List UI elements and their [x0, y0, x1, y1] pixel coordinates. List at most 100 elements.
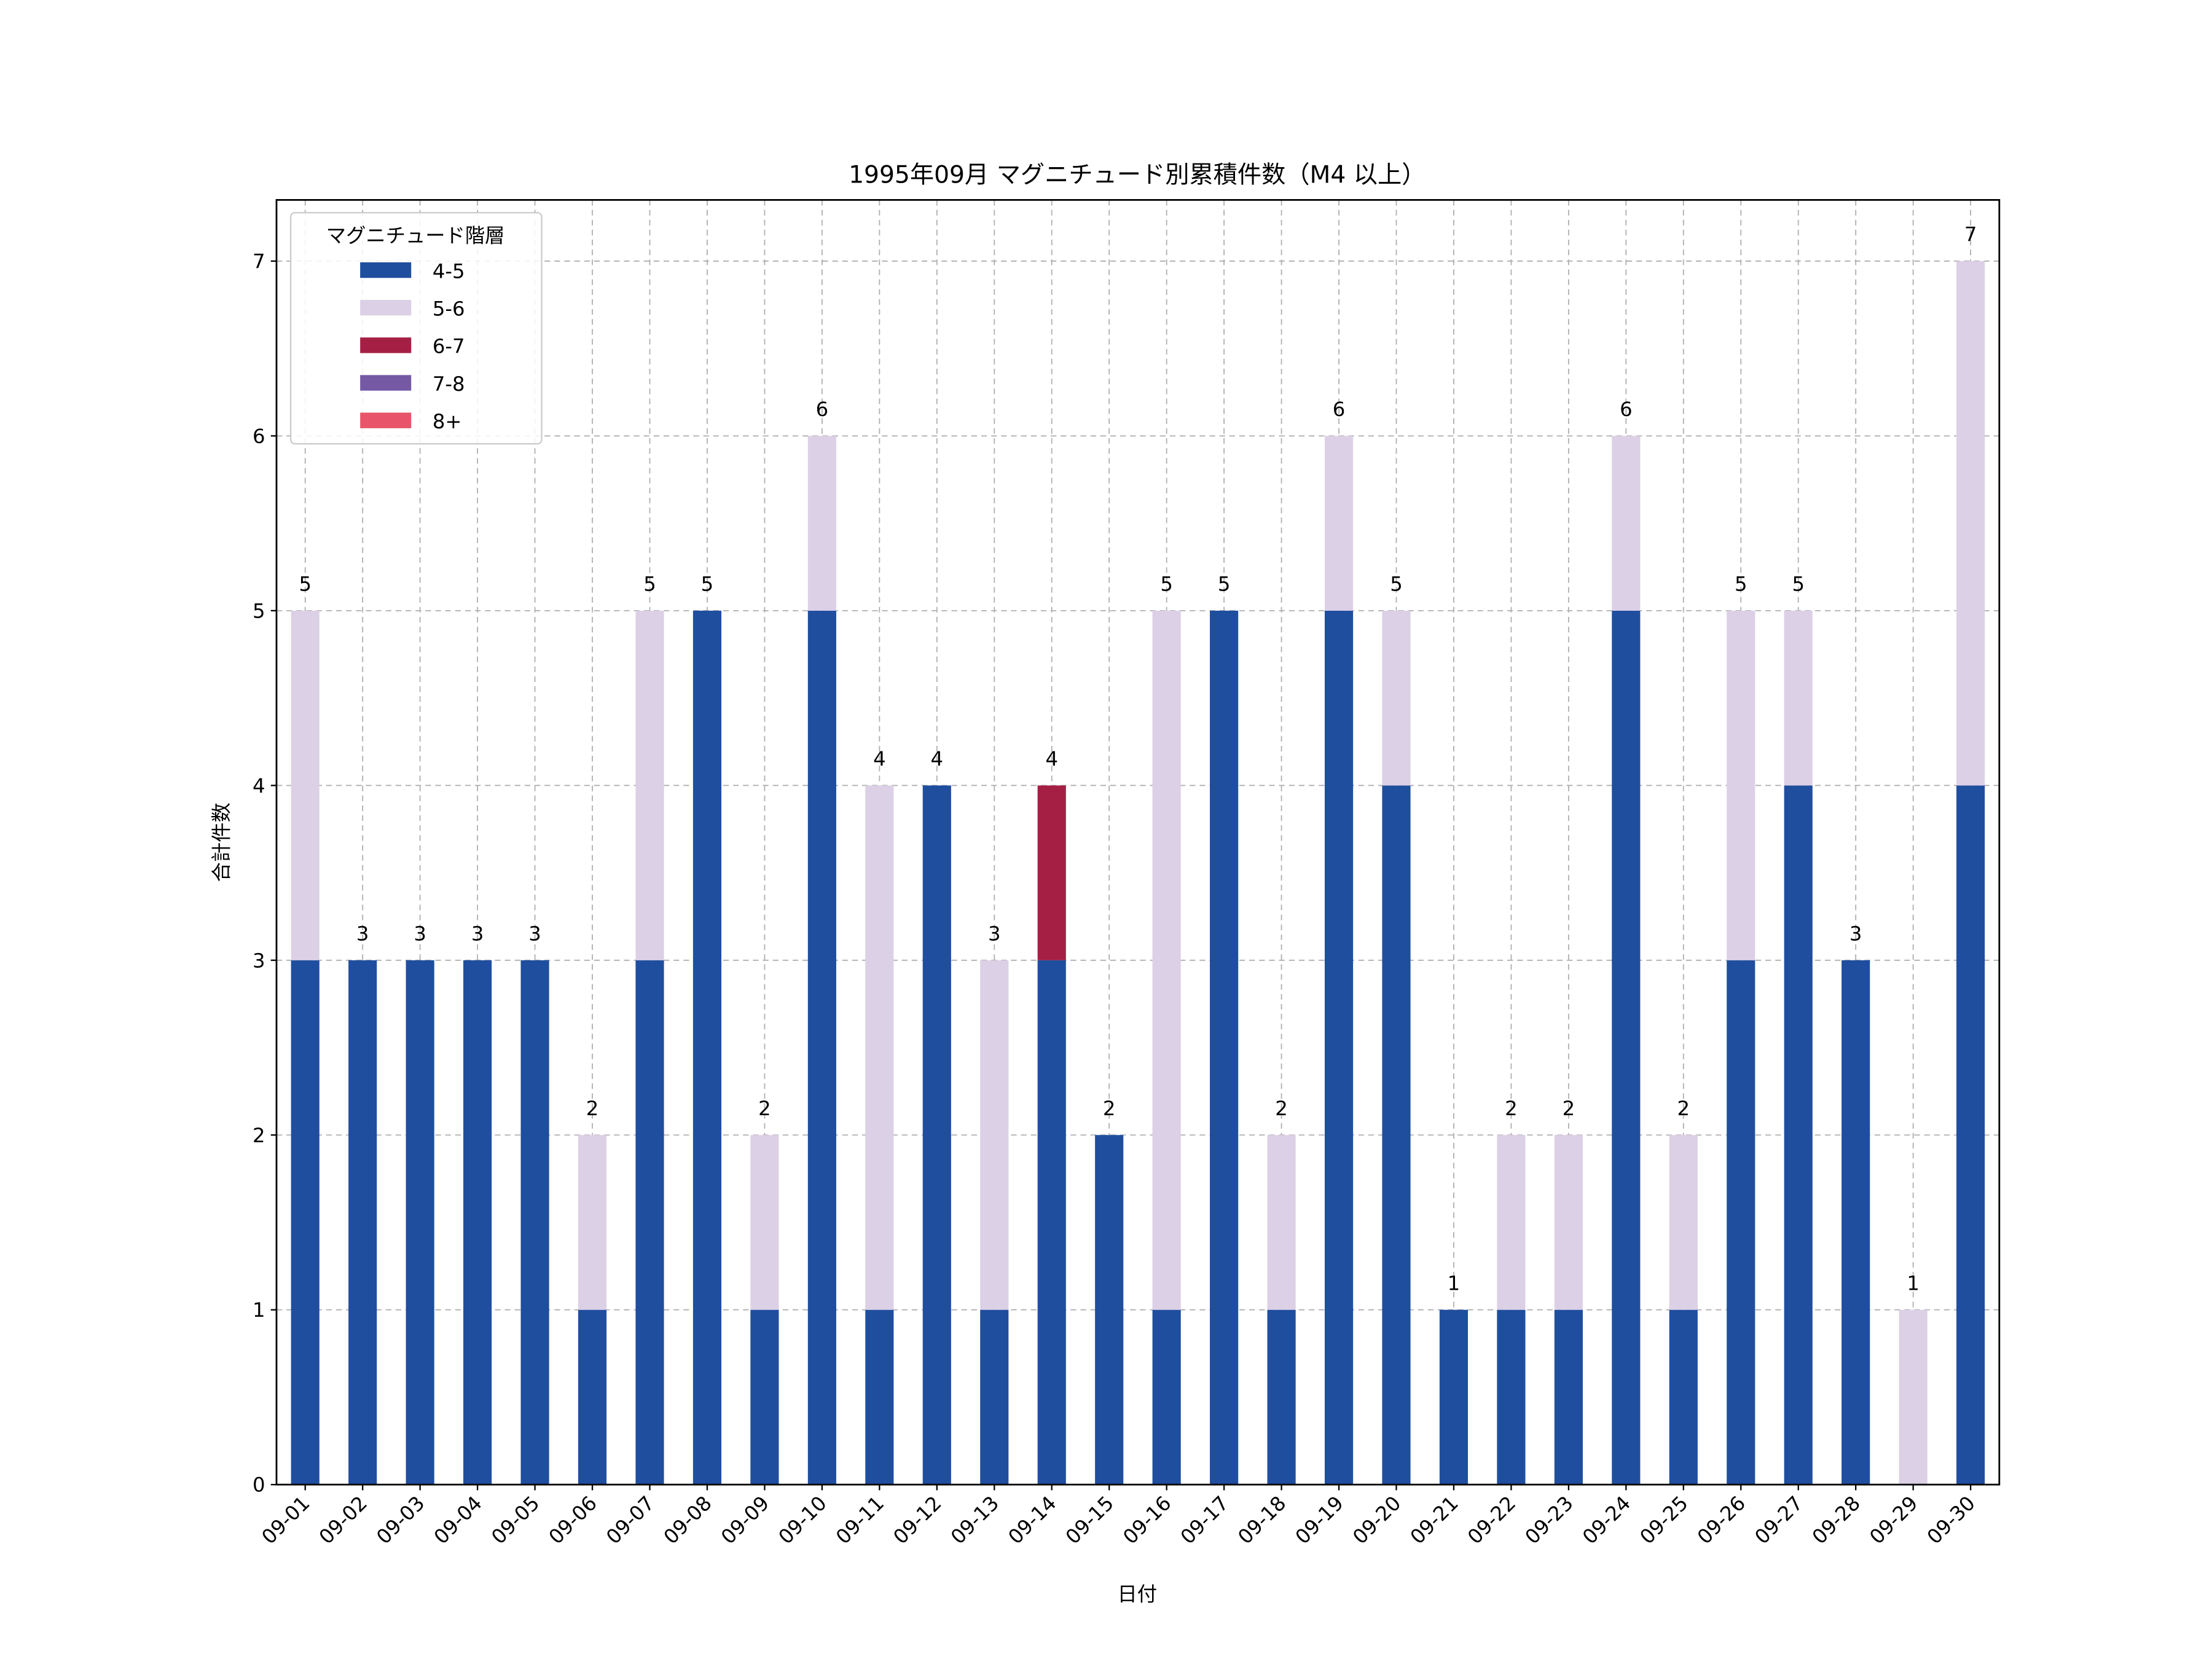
plot-frame: [275, 199, 2001, 1486]
x-tick-label: 09-27: [1750, 1491, 1807, 1548]
bar-segment-5-6: [1669, 1135, 1698, 1310]
bar-segment-4-5: [1612, 610, 1641, 1485]
total-label: 5: [1390, 573, 1403, 596]
x-tick-label: 09-18: [1233, 1491, 1290, 1548]
legend-swatch: [360, 262, 412, 278]
x-axis-label: 日付: [1117, 1582, 1157, 1606]
total-label: 3: [471, 922, 484, 945]
total-label: 4: [873, 747, 886, 771]
y-axis: 0 1 2 3 4 5 6 7: [253, 249, 276, 1497]
x-tick-label: 09-25: [1635, 1491, 1692, 1548]
total-label: 5: [643, 573, 656, 596]
x-tick-label: 09-03: [372, 1491, 429, 1548]
bar-segment-4-5: [406, 960, 434, 1485]
bar-segment-5-6: [1267, 1135, 1296, 1310]
x-tick-label: 09-13: [946, 1491, 1003, 1548]
bar-segment-4-5: [463, 960, 492, 1485]
total-label: 4: [1045, 747, 1058, 771]
bars: [291, 261, 1985, 1485]
total-label: 5: [299, 573, 312, 596]
legend-label: 7-8: [433, 372, 465, 396]
bar-segment-4-5: [1267, 1309, 1296, 1485]
total-label: 6: [1333, 398, 1346, 421]
y-tick-label: 7: [253, 249, 265, 273]
legend-title: マグニチュード階層: [326, 224, 505, 248]
bar-segment-4-5: [1095, 1135, 1124, 1485]
total-label: 4: [931, 747, 944, 771]
x-tick-label: 09-12: [888, 1491, 946, 1548]
bar-segment-4-5: [635, 960, 664, 1485]
bar-segment-5-6: [1784, 610, 1813, 786]
legend-swatch: [360, 337, 412, 353]
bar-segment-4-5: [1037, 960, 1066, 1485]
x-tick-label: 09-05: [487, 1491, 544, 1548]
bar-segment-4-5: [1554, 1309, 1583, 1485]
legend-box: [289, 211, 543, 445]
total-label: 5: [1218, 573, 1231, 596]
bar-segment-4-5: [980, 1309, 1009, 1485]
chart-title: 1995年09月 マグニチュード別累積件数（M4 以上）: [849, 162, 1426, 189]
bar-segment-4-5: [1669, 1309, 1698, 1485]
x-tick-label: 09-11: [831, 1491, 888, 1548]
bar-segment-4-5: [807, 610, 836, 1485]
x-tick-label: 09-21: [1406, 1491, 1463, 1548]
legend-label: 8+: [433, 410, 462, 433]
x-tick-label: 09-23: [1521, 1491, 1578, 1548]
x-tick-label: 09-14: [1003, 1491, 1061, 1548]
total-label: 3: [414, 922, 426, 945]
total-label: 3: [1849, 922, 1862, 945]
legend-label: 4-5: [433, 259, 465, 283]
total-label: 2: [1563, 1097, 1575, 1120]
bar-segment-4-5: [1439, 1309, 1469, 1485]
bar-segment-4-5: [865, 1309, 894, 1485]
bar-segment-4-5: [1152, 1309, 1181, 1485]
x-tick-label: 09-06: [544, 1491, 602, 1548]
bar-segment-5-6: [1382, 610, 1411, 786]
y-tick-label: 0: [253, 1473, 265, 1497]
legend: マグニチュード階層 4-5 5-6 6-7 7-8 8+: [289, 211, 543, 445]
bar-segment-4-5: [1727, 960, 1755, 1485]
bar-segment-4-5: [520, 960, 549, 1485]
total-label: 2: [586, 1097, 599, 1120]
data-labels: 5 3 3 3 3 2 5 5 2 6 4 4 3 4 2 5 5 2 6 5 1 2 2 6 2 5 5 3 1 7: [299, 223, 1977, 1295]
bar-segment-4-5: [1841, 960, 1870, 1485]
bar-segment-4-5: [291, 960, 320, 1485]
y-tick-label: 5: [253, 599, 265, 622]
x-tick-label: 09-24: [1578, 1491, 1635, 1548]
total-label: 3: [528, 922, 541, 945]
bar-segment-5-6: [980, 960, 1009, 1310]
total-label: 5: [1735, 573, 1747, 596]
legend-swatch: [360, 412, 412, 428]
bar-segment-5-6: [1956, 261, 1985, 786]
x-tick-label: 09-02: [315, 1491, 372, 1548]
total-label: 6: [1620, 398, 1633, 421]
y-tick-label: 4: [253, 774, 265, 798]
x-tick-label: 09-08: [659, 1491, 716, 1548]
bar-segment-5-6: [1324, 436, 1354, 611]
bar-segment-5-6: [578, 1135, 607, 1310]
bar-segment-4-5: [1210, 610, 1239, 1485]
x-tick-label: 09-28: [1808, 1491, 1865, 1548]
total-label: 2: [1275, 1097, 1288, 1120]
x-tick-label: 09-17: [1176, 1491, 1233, 1548]
total-label: 1: [1907, 1271, 1920, 1295]
total-label: 2: [758, 1097, 771, 1120]
x-tick-label: 09-20: [1348, 1491, 1405, 1548]
x-tick-label: 09-07: [602, 1491, 659, 1548]
legend-swatch: [360, 375, 412, 391]
bar-segment-6-7: [1037, 785, 1066, 960]
bar-segment-5-6: [1554, 1135, 1583, 1310]
x-tick-label: 09-16: [1118, 1491, 1175, 1548]
total-label: 2: [1505, 1097, 1518, 1120]
bar-segment-5-6: [291, 610, 320, 960]
total-label: 2: [1677, 1097, 1690, 1120]
bar-segment-5-6: [635, 610, 664, 960]
total-label: 1: [1448, 1271, 1461, 1295]
legend-label: 6-7: [433, 335, 465, 358]
bar-segment-4-5: [1324, 610, 1354, 1485]
bar-segment-4-5: [578, 1309, 607, 1485]
legend-swatch: [360, 300, 412, 316]
total-label: 7: [1964, 223, 1977, 246]
bar-segment-4-5: [1956, 785, 1985, 1485]
bar-segment-4-5: [750, 1309, 779, 1485]
